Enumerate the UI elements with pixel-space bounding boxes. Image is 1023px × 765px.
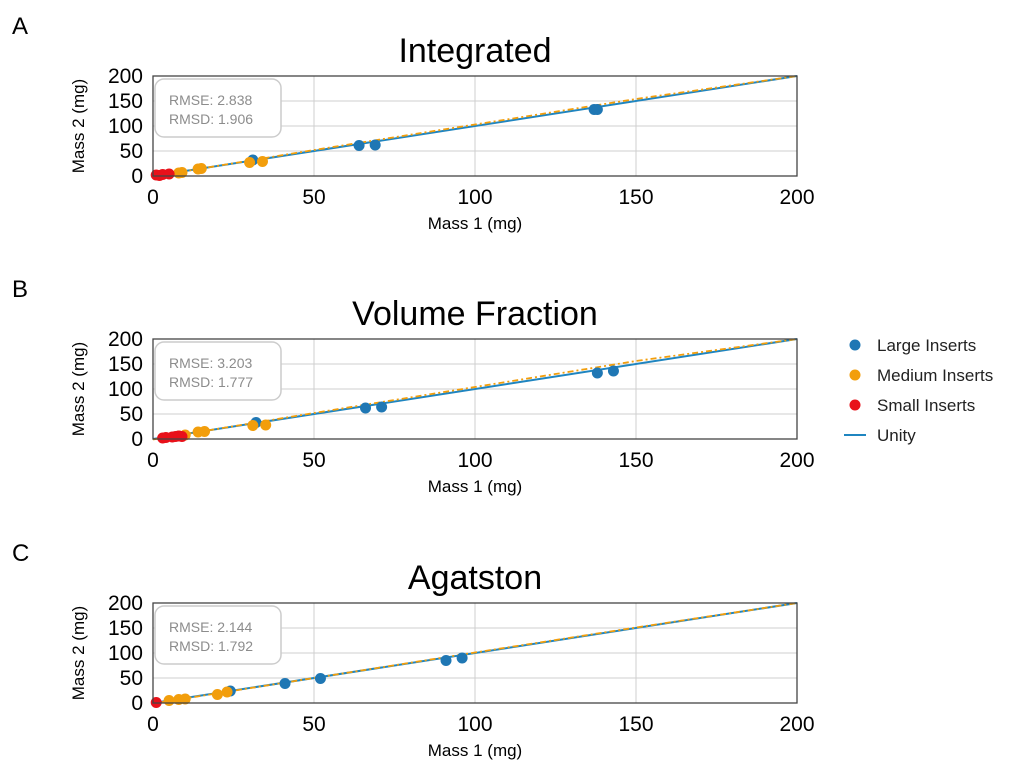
x-tick-label: 50 (302, 186, 325, 209)
y-tick-label: 50 (120, 140, 143, 163)
y-tick-label: 0 (131, 428, 143, 451)
data-point-large-inserts (376, 401, 388, 413)
x-tick-label: 50 (302, 713, 325, 736)
x-tick-label: 200 (779, 186, 814, 209)
y-tick-label: 100 (108, 115, 143, 138)
x-tick-label: 200 (779, 713, 814, 736)
data-point-medium-inserts (256, 156, 268, 167)
data-point-medium-inserts (179, 693, 191, 705)
plot-frame (152, 338, 798, 440)
rmse-text: RMSE: 2.838 (169, 92, 252, 108)
stats-box: RMSE: 2.838 RMSD: 1.906 (154, 78, 282, 138)
y-tick-label: 100 (108, 642, 143, 665)
y-tick-label: 150 (108, 353, 143, 376)
x-tick-label: 50 (302, 449, 325, 472)
data-point-large-inserts (314, 673, 326, 684)
stats-box-border (154, 605, 282, 665)
stats-box: RMSE: 3.203 RMSD: 1.777 (154, 341, 282, 401)
data-point-large-inserts (607, 365, 619, 377)
rmse-text: RMSE: 2.144 (169, 619, 252, 635)
x-tick-label: 0 (147, 713, 159, 736)
x-axis-label: Mass 1 (mg) (428, 214, 522, 233)
data-point-medium-inserts (221, 686, 233, 698)
y-tick-label: 200 (108, 328, 143, 351)
plot-frame (152, 602, 798, 704)
x-axis-label: Mass 1 (mg) (428, 741, 522, 760)
legend-label: Medium Inserts (877, 366, 993, 385)
x-tick-label: 100 (457, 449, 492, 472)
y-tick-label: 100 (108, 378, 143, 401)
y-axis-label: Mass 2 (mg) (69, 342, 88, 436)
y-tick-label: 200 (108, 592, 143, 615)
y-tick-label: 50 (120, 403, 143, 426)
stats-box-border (154, 341, 282, 401)
data-point-large-inserts (279, 678, 291, 689)
legend-marker (849, 369, 861, 381)
panel-letter: C (12, 540, 29, 567)
y-axis-label: Mass 2 (mg) (69, 79, 88, 173)
x-tick-label: 150 (618, 186, 653, 209)
legend-label: Unity (877, 426, 916, 445)
panel-letter: B (12, 276, 28, 303)
data-point-small-inserts (176, 431, 188, 442)
y-tick-label: 50 (120, 667, 143, 690)
data-point-medium-inserts (176, 167, 188, 178)
legend-marker (849, 339, 861, 351)
x-tick-label: 200 (779, 449, 814, 472)
data-point-large-inserts (591, 367, 603, 379)
data-point-small-inserts (163, 168, 175, 180)
legend-marker (849, 399, 861, 411)
y-tick-label: 150 (108, 90, 143, 113)
rmse-text: RMSE: 3.203 (169, 355, 252, 371)
data-point-large-inserts (369, 139, 381, 151)
x-tick-label: 100 (457, 186, 492, 209)
data-point-large-inserts (456, 652, 468, 664)
chart-title: Volume Fraction (352, 295, 598, 333)
y-tick-label: 200 (108, 65, 143, 88)
x-tick-label: 0 (147, 449, 159, 472)
data-point-large-inserts (591, 104, 603, 115)
data-point-medium-inserts (247, 420, 259, 431)
fit-line (152, 602, 798, 705)
y-axis-label: Mass 2 (mg) (69, 606, 88, 700)
data-point-medium-inserts (199, 426, 211, 437)
rmsd-text: RMSD: 1.777 (169, 374, 253, 390)
legend: Large Inserts Medium Inserts Small Inserts… (844, 336, 993, 445)
data-point-medium-inserts (211, 689, 223, 700)
legend-label: Large Inserts (877, 336, 976, 355)
legend-label: Small Inserts (877, 396, 975, 415)
y-tick-label: 0 (131, 165, 143, 188)
stats-box: RMSE: 2.144 RMSD: 1.792 (154, 605, 282, 665)
x-tick-label: 0 (147, 186, 159, 209)
data-point-medium-inserts (163, 695, 175, 706)
y-tick-label: 150 (108, 617, 143, 640)
data-point-medium-inserts (244, 157, 256, 168)
rmsd-text: RMSD: 1.906 (169, 111, 253, 127)
x-axis-label: Mass 1 (mg) (428, 477, 522, 496)
stats-box-border (154, 78, 282, 138)
chart-title: Integrated (398, 32, 551, 70)
data-point-medium-inserts (195, 163, 207, 174)
x-tick-label: 150 (618, 713, 653, 736)
x-tick-label: 150 (618, 449, 653, 472)
y-tick-label: 0 (131, 692, 143, 715)
panel-letter: A (12, 13, 28, 40)
plot-frame (152, 75, 798, 177)
data-point-large-inserts (440, 655, 452, 666)
rmsd-text: RMSD: 1.792 (169, 638, 253, 654)
data-point-large-inserts (360, 402, 372, 414)
data-point-large-inserts (353, 140, 365, 151)
x-tick-label: 100 (457, 713, 492, 736)
chart-title: Agatston (408, 559, 542, 597)
data-point-medium-inserts (260, 419, 272, 431)
